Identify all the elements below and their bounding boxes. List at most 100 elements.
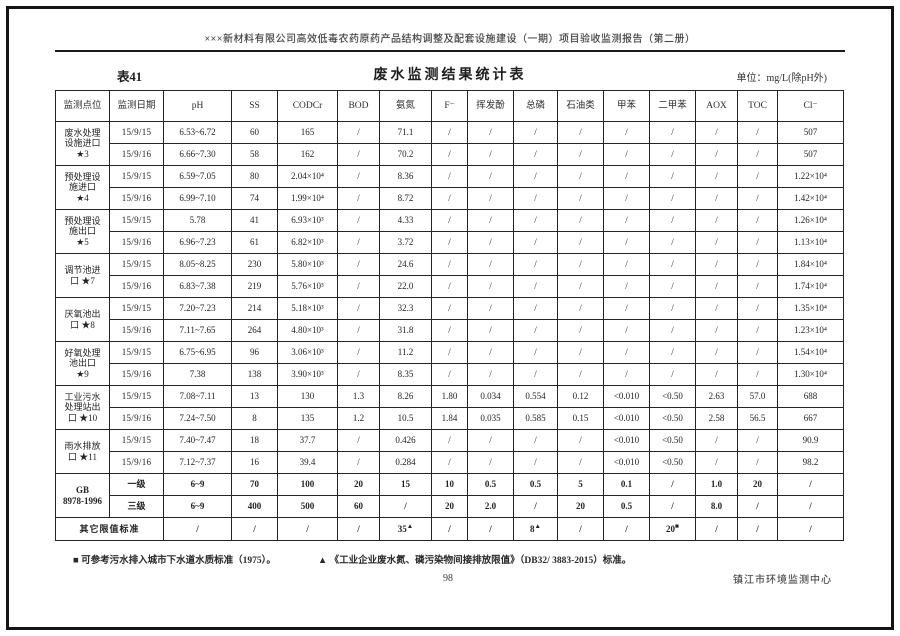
table-cell: 7.11~7.65 xyxy=(163,319,232,342)
table-row: 厌氧池出 口 ★8 15/9/15 7.20~7.23 214 5.18×10³/32.… xyxy=(55,297,844,342)
table-cell: / xyxy=(513,451,558,474)
other-limit-value-cell: / xyxy=(737,517,778,541)
standard-value-cell: 8.0 xyxy=(695,495,738,518)
table-cell: 1.74×10⁴ xyxy=(777,275,844,298)
table-row: 废水处理 设施进口 ★3 15/9/15 6.53~6.72 60 165/71.1//… xyxy=(55,121,844,166)
table-cell: 1.84×10⁴ xyxy=(777,253,844,276)
table-cell: / xyxy=(695,297,738,320)
table-cell: / xyxy=(557,121,604,144)
table-cell: 0.426 xyxy=(379,429,432,452)
table-cell: / xyxy=(737,231,778,254)
table-cell: 688 xyxy=(777,385,844,408)
table-cell: 1.54×10⁴ xyxy=(777,341,844,364)
col-header-3: SS xyxy=(231,90,278,122)
table-cell: / xyxy=(337,165,380,188)
other-limit-value-cell: / xyxy=(695,517,738,541)
table-cell: / xyxy=(695,231,738,254)
col-header-13: AOX xyxy=(695,90,738,122)
table-cell: 16 xyxy=(231,451,278,474)
table-cell: 7.12~7.37 xyxy=(163,451,232,474)
table-cell: 41 xyxy=(231,209,278,232)
table-cell: / xyxy=(695,143,738,166)
table-cell: 2.04×10⁴ xyxy=(277,165,338,188)
table-cell: / xyxy=(695,187,738,210)
unit-note: 单位：mg/L(除pH外) xyxy=(736,73,827,84)
table-cell: / xyxy=(431,451,468,474)
table-cell: 56.5 xyxy=(737,407,778,430)
table-cell: / xyxy=(695,319,738,342)
other-limits-label-cell: 其它限值标准 xyxy=(55,517,164,541)
date-cell: 15/9/15 xyxy=(109,297,164,320)
date-cell: 15/9/16 xyxy=(109,143,164,166)
table-cell: / xyxy=(337,297,380,320)
table-cell: 37.7 xyxy=(277,429,338,452)
table-cell: 162 xyxy=(277,143,338,166)
table-title: 废水监测结果统计表 xyxy=(373,68,527,83)
date-cell: 15/9/15 xyxy=(109,165,164,188)
date-cell: 15/9/16 xyxy=(109,275,164,298)
table-row: 工业污水 处理站出 口 ★10 15/9/15 7.08~7.11 13 130 1.3 8… xyxy=(55,385,844,430)
other-limit-value-cell: 35▲ xyxy=(379,517,432,541)
table-cell: / xyxy=(649,231,696,254)
table-cell: <0.010 xyxy=(603,385,650,408)
date-cell: 15/9/16 xyxy=(109,451,164,474)
table-cell: / xyxy=(695,209,738,232)
table-cell: 71.1 xyxy=(379,121,432,144)
table-cell: 0.15 xyxy=(557,407,604,430)
table-cell: 138 xyxy=(231,363,278,386)
table-cell: / xyxy=(337,143,380,166)
table-cell: / xyxy=(467,451,514,474)
table-cell: / xyxy=(337,121,380,144)
table-cell: 6.66~7.30 xyxy=(163,143,232,166)
table-cell: 507 xyxy=(777,143,844,166)
table-cell: / xyxy=(603,253,650,276)
date-cell: 15/9/15 xyxy=(109,341,164,364)
table-cell: / xyxy=(649,121,696,144)
table-row: 15/9/16 6.99~7.10 74 1.99×10⁴/8.72// / / / / //1… xyxy=(56,187,844,210)
table-cell: / xyxy=(557,319,604,342)
table-cell: / xyxy=(467,341,514,364)
table-cell: 0.034 xyxy=(467,385,514,408)
table-number-label: 表41 xyxy=(117,70,143,84)
table-row: 15/9/16 7.11~7.65 264 4.80×10³/31.8// / / / / / /… xyxy=(56,319,844,342)
table-cell: / xyxy=(467,165,514,188)
other-limits-row: 其它限值标准 / / //35▲ //8▲ //20■ / / / xyxy=(55,517,844,541)
table-row: 15/9/16 6.96~7.23 61 6.82×10³/3.72// / / / / //1… xyxy=(56,231,844,254)
table-cell: 7.40~7.47 xyxy=(163,429,232,452)
table-caption-row: 表41 废水监测结果统计表 单位：mg/L(除pH外) xyxy=(55,64,845,86)
table-cell: / xyxy=(337,319,380,342)
table-cell: 135 xyxy=(277,407,338,430)
table-cell: / xyxy=(737,341,778,364)
table-row: 预处理设 施出口 ★5 15/9/15 5.78 41 6.93×10³/4.33// /… xyxy=(55,209,844,254)
date-cell: 15/9/16 xyxy=(109,187,164,210)
table-cell: 214 xyxy=(231,297,278,320)
table-cell: / xyxy=(513,187,558,210)
table-cell: <0.50 xyxy=(649,429,696,452)
date-cell: 15/9/15 xyxy=(109,429,164,452)
document-page: ×××新材料有限公司高效低毒农药原药产品结构调整及配套设施建设（一期）项目验收监… xyxy=(55,30,845,566)
results-table: 监测点位 监测日期 pH SS CODCr BOD 氨氮 F⁻ 挥发酚 总磷 石油类 甲苯 二甲苯 AOX… xyxy=(55,90,844,541)
table-cell: / xyxy=(603,319,650,342)
footnote-triangle: ▲ 《工业企业废水氮、磷污染物间接排放限值》（DB32/ 3883-2015）标… xyxy=(317,556,632,566)
grade-label-cell: 一级 xyxy=(109,473,164,496)
page-number: 98 xyxy=(443,573,453,584)
table-cell: / xyxy=(649,253,696,276)
table-cell: / xyxy=(557,231,604,254)
other-limit-value-cell: 8▲ xyxy=(513,517,558,541)
table-cell: / xyxy=(557,451,604,474)
table-cell: 3.72 xyxy=(379,231,432,254)
table-cell: 6.93×10³ xyxy=(277,209,338,232)
table-cell: / xyxy=(431,187,468,210)
table-cell: / xyxy=(695,451,738,474)
monitoring-point-cell: 工业污水 处理站出 口 ★10 xyxy=(55,385,110,430)
table-cell: / xyxy=(513,165,558,188)
col-header-6: 氨氮 xyxy=(379,90,432,122)
table-cell: / xyxy=(467,429,514,452)
table-cell: / xyxy=(513,275,558,298)
table-cell: 1.80 xyxy=(431,385,468,408)
table-cell: / xyxy=(467,275,514,298)
standard-value-cell: 20 xyxy=(337,473,380,496)
table-cell: 74 xyxy=(231,187,278,210)
table-cell: 18 xyxy=(231,429,278,452)
table-cell: 5.18×10³ xyxy=(277,297,338,320)
